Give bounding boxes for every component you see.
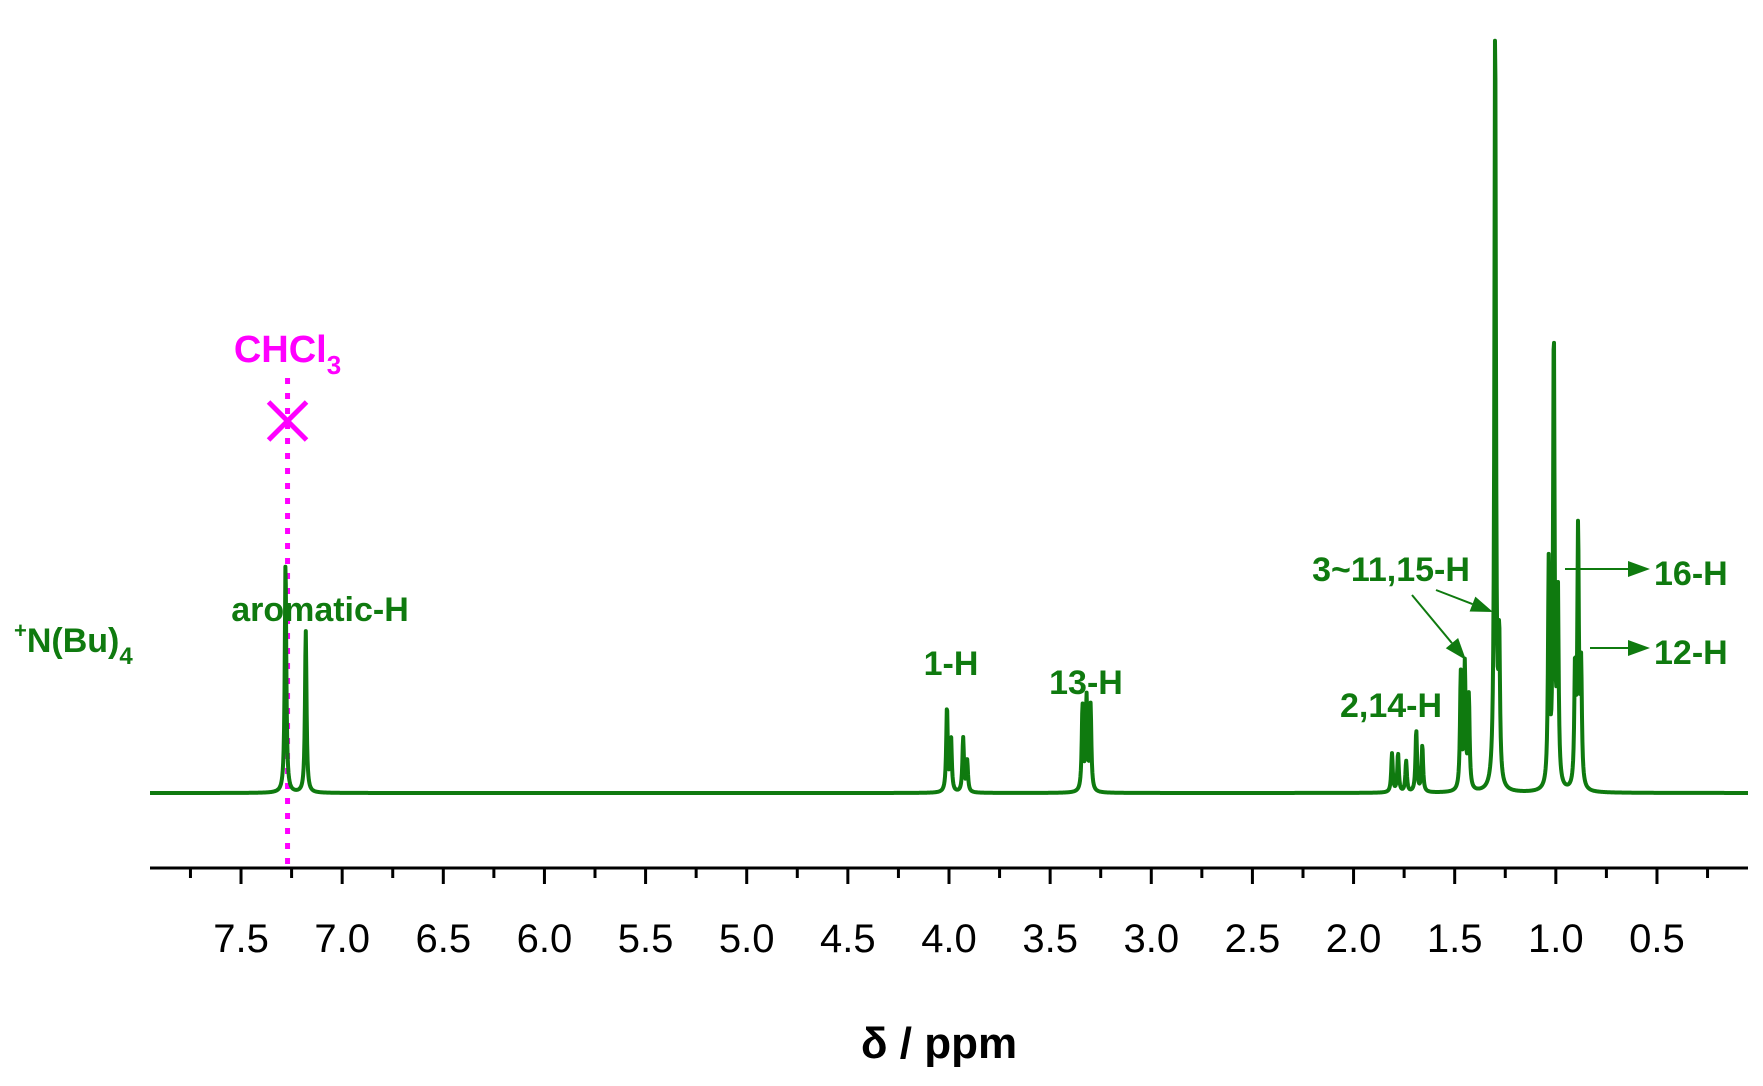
cation-label-subscript: 4 bbox=[119, 643, 133, 670]
x-tick-label: 4.5 bbox=[820, 917, 876, 961]
peak-label: 3~11,15-H bbox=[1312, 551, 1470, 589]
annotation-arrow bbox=[1590, 640, 1650, 656]
x-tick-label: 4.0 bbox=[921, 917, 977, 961]
solvent-label-subscript: 3 bbox=[327, 350, 341, 380]
x-tick-label: 0.5 bbox=[1629, 917, 1685, 961]
x-tick-label: 7.0 bbox=[314, 917, 370, 961]
arrow-head bbox=[1628, 561, 1650, 577]
solvent-cross-icon bbox=[266, 400, 309, 442]
x-tick-label: 6.5 bbox=[415, 917, 471, 961]
arrow-head bbox=[1445, 637, 1466, 660]
peak-label: aromatic-H bbox=[231, 591, 409, 629]
peak-label: 2,14-H bbox=[1340, 687, 1442, 725]
cross-stroke bbox=[266, 400, 309, 442]
x-axis-tick-labels: 7.5 7.0 6.5 6.0 5.5 5.0 4.5 4.0 3.5 3.0 2.5 2.0 1.5 1… bbox=[213, 917, 1685, 961]
cation-label-main: N(Bu) bbox=[27, 622, 120, 660]
solvent-label-main: CHCl bbox=[234, 329, 327, 371]
arrow-head bbox=[1628, 640, 1650, 656]
x-tick-label: 5.0 bbox=[719, 917, 775, 961]
annotation-arrow bbox=[1435, 589, 1493, 612]
x-tick-label: 1.0 bbox=[1528, 917, 1584, 961]
arrow-shaft bbox=[1435, 589, 1473, 606]
x-axis-ticks bbox=[188, 868, 1710, 884]
x-tick-label: 7.5 bbox=[213, 917, 269, 961]
spectrum-line bbox=[148, 38, 1750, 795]
peak-annotations: aromatic-H 1-H 13-H 2,14-H 3~11,15-H 16-H 12-H bbox=[231, 551, 1728, 725]
x-tick-label: 2.5 bbox=[1225, 917, 1281, 961]
peak-label: 16-H bbox=[1654, 555, 1728, 593]
peak-label: 1-H bbox=[924, 645, 979, 683]
arrow-head bbox=[1469, 596, 1493, 612]
arrow-shaft bbox=[1411, 594, 1453, 644]
x-tick-label: 5.5 bbox=[618, 917, 674, 961]
x-tick-label: 2.0 bbox=[1326, 917, 1382, 961]
annotation-arrow bbox=[1565, 561, 1650, 577]
cation-label-prefix: + bbox=[14, 618, 27, 643]
x-tick-label: 6.0 bbox=[517, 917, 573, 961]
x-tick-label: 1.5 bbox=[1427, 917, 1483, 961]
x-tick-label: 3.0 bbox=[1123, 917, 1179, 961]
solvent-label: CHCl3 bbox=[234, 329, 341, 380]
cation-label: +N(Bu)4 bbox=[14, 618, 133, 670]
annotation-arrow bbox=[1411, 594, 1466, 660]
x-axis-label: δ / ppm bbox=[861, 1019, 1017, 1068]
x-tick-label: 3.5 bbox=[1022, 917, 1078, 961]
annotation-arrows bbox=[1411, 561, 1650, 660]
peak-label: 13-H bbox=[1049, 664, 1123, 702]
peak-label: 12-H bbox=[1654, 634, 1728, 672]
